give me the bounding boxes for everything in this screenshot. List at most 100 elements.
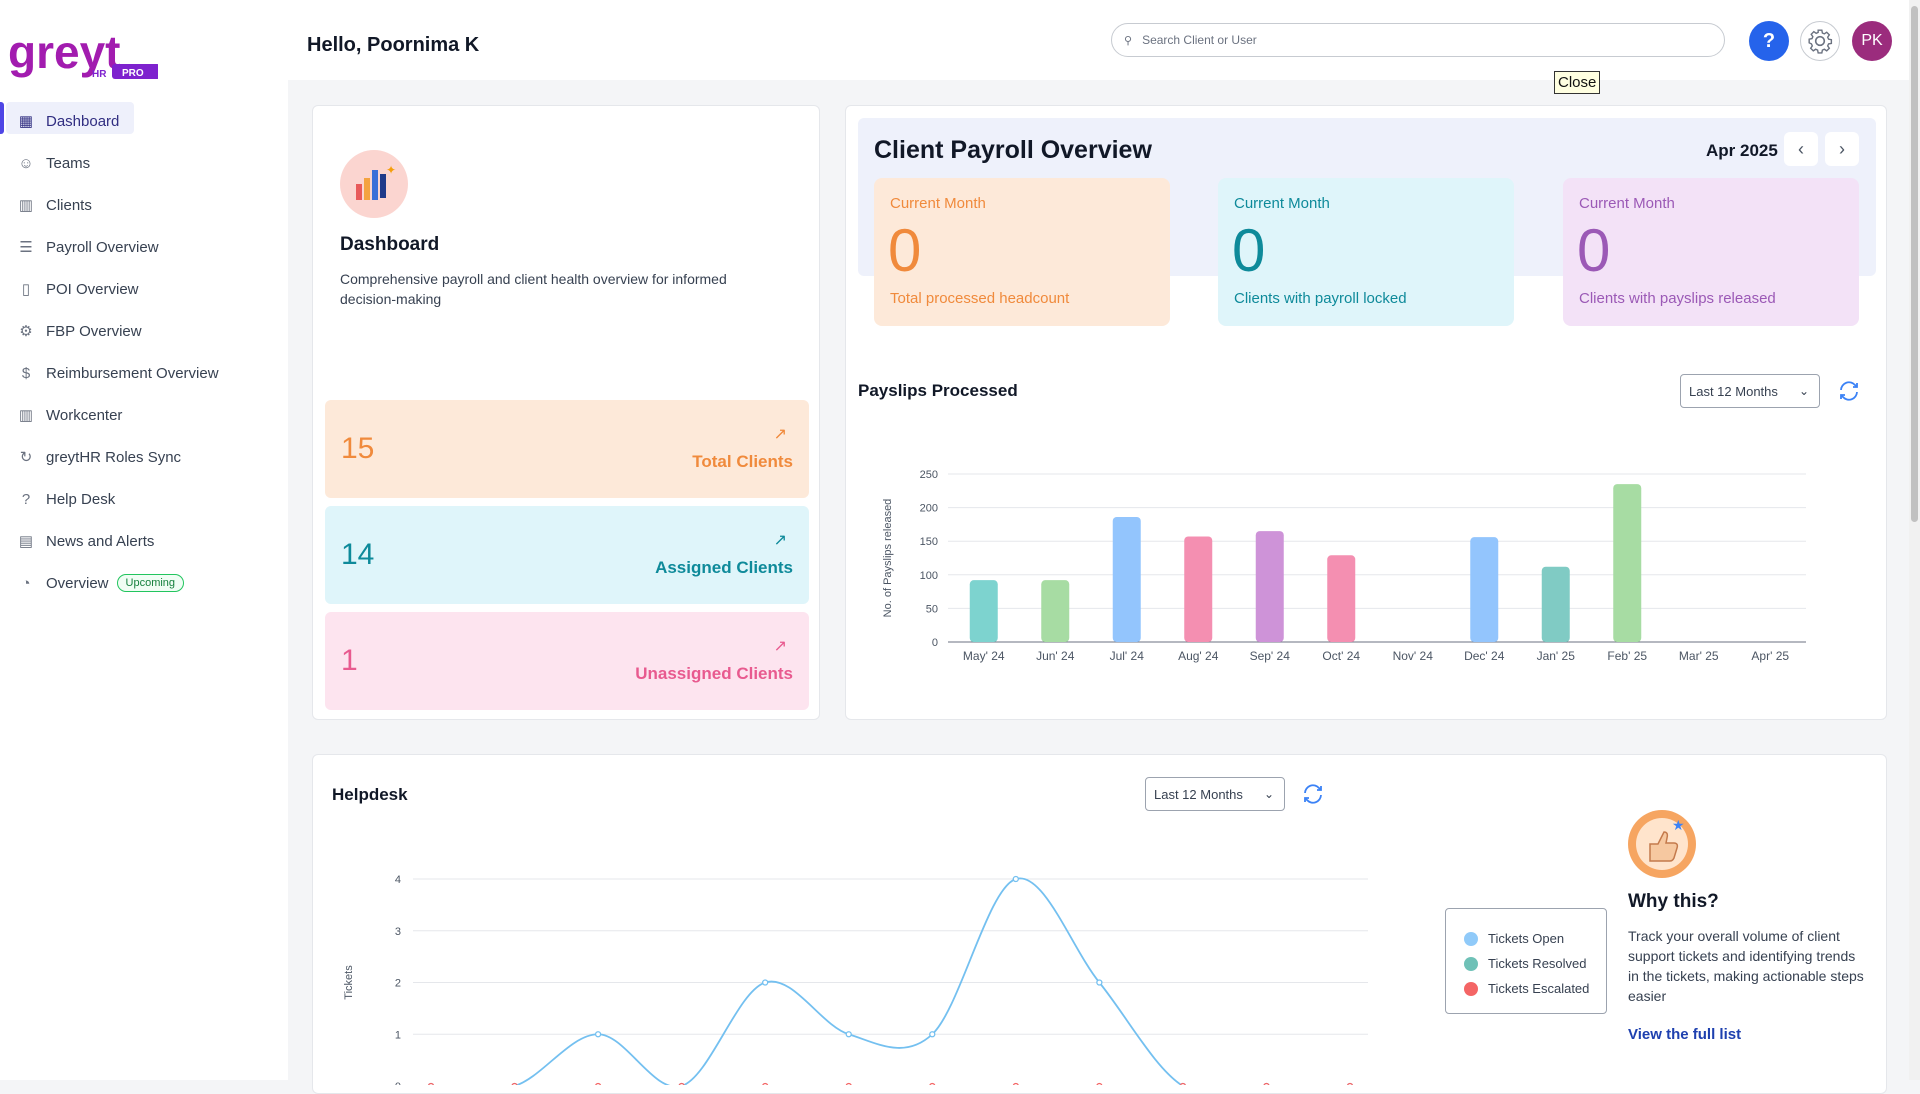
card-value: 0 — [1232, 217, 1266, 284]
y-tick-label: 2 — [395, 978, 401, 990]
close-tooltip: Close — [1554, 71, 1601, 94]
sidebar-item-news-and-alerts[interactable]: ▤ News and Alerts — [0, 520, 288, 562]
legend-item: Tickets Open — [1464, 926, 1606, 951]
bar — [1541, 566, 1570, 642]
unassigned-clients-card[interactable]: 1 ↗ Unassigned Clients — [325, 612, 809, 710]
help-button[interactable]: ? — [1749, 21, 1789, 61]
sidebar-item-help-desk[interactable]: ? Help Desk — [0, 478, 288, 520]
data-point — [845, 1082, 852, 1085]
why-title: Why this? — [1628, 891, 1719, 912]
card-label: Clients with payslips released — [1579, 290, 1776, 307]
gear-icon — [1808, 29, 1833, 54]
sidebar-item-label: Overview — [46, 574, 109, 592]
sidebar-item-label: News and Alerts — [46, 532, 155, 550]
data-point — [1096, 1082, 1103, 1085]
sidebar-item-label: Clients — [46, 196, 92, 214]
card-label: Total processed headcount — [890, 290, 1070, 307]
data-point — [1012, 875, 1019, 883]
total-clients-card[interactable]: 15 ↗ Total Clients — [325, 400, 809, 498]
sidebar-item-workcenter[interactable]: ▥ Workcenter — [0, 394, 288, 436]
helpdesk-legend: Tickets Open Tickets Resolved Tickets Es… — [1445, 908, 1607, 1014]
card-value: 0 — [888, 217, 922, 284]
data-point — [929, 1031, 936, 1038]
settings-button[interactable] — [1800, 21, 1840, 61]
payslips-title: Payslips Processed — [858, 381, 1018, 400]
helpdesk-line-chart: 0 1 2 3 4 Tickets — [343, 874, 1368, 1085]
view-full-list-link[interactable]: View the full list — [1628, 1026, 1742, 1043]
sidebar-item-fbp-overview[interactable]: ⚙ FBP Overview — [0, 310, 288, 352]
helpdesk-range-select[interactable]: Last 12 Months ⌄ — [1145, 777, 1285, 811]
prev-month-button[interactable]: ‹ — [1784, 132, 1818, 166]
page-scrollbar[interactable] — [1909, 0, 1920, 1080]
sidebar-item-label: greytHR Roles Sync — [46, 448, 182, 466]
sidebar-item-teams[interactable]: ☺ Teams — [0, 142, 288, 184]
x-tick-label: Feb' 25 — [1607, 649, 1647, 663]
y-tick-label: 200 — [920, 503, 938, 515]
bar — [1327, 555, 1356, 642]
x-tick-label: Jul' 24 — [1110, 649, 1145, 663]
x-tick-label: Mar' 25 — [1679, 649, 1719, 663]
top-bar: Hello, Poornima K ⚲ Search Client or Use… — [288, 0, 1920, 80]
payslips-refresh-button[interactable] — [1835, 377, 1863, 405]
data-point — [762, 1082, 769, 1085]
arrow-up-right-icon: ↗ — [773, 426, 787, 443]
bar — [1112, 517, 1141, 642]
legend-dot — [1464, 981, 1478, 996]
sidebar-item-clients[interactable]: ▥ Clients — [0, 184, 288, 226]
y-tick-label: 1 — [395, 1029, 401, 1041]
x-tick-label: Oct' 24 — [1322, 649, 1360, 663]
search-input[interactable]: ⚲ Search Client or User — [1111, 23, 1725, 57]
dashboard-description: Comprehensive payroll and client health … — [340, 271, 727, 307]
bar — [1470, 537, 1499, 642]
select-value: Last 12 Months — [1154, 786, 1243, 802]
data-point — [595, 1082, 602, 1085]
scrollbar-thumb[interactable] — [1911, 6, 1918, 522]
x-tick-label: Jan' 25 — [1537, 649, 1576, 663]
why-description: Track your overall volume of client supp… — [1628, 928, 1864, 1004]
assigned-clients-value: 14 — [341, 538, 375, 571]
svg-text:★: ★ — [1672, 818, 1685, 834]
y-tick-label: 150 — [920, 536, 938, 548]
bar — [1184, 536, 1213, 642]
greythr-logo[interactable]: greyt HR PRO — [8, 22, 158, 82]
legend-item: Tickets Escalated — [1464, 976, 1606, 1001]
legend-dot — [1464, 956, 1478, 971]
arrow-up-right-icon: ↗ — [773, 638, 787, 655]
sidebar-item-payroll-overview[interactable]: ☰ Payroll Overview — [0, 226, 288, 268]
sidebar-item-dashboard[interactable]: ▦ Dashboard — [0, 100, 288, 142]
chevron-down-icon: ⌄ — [1263, 787, 1274, 801]
data-point — [1012, 1082, 1019, 1085]
bar — [969, 580, 998, 642]
assigned-clients-label: Assigned Clients — [655, 558, 793, 577]
sidebar-item-label: Help Desk — [46, 490, 116, 508]
sidebar-item-poi-overview[interactable]: ▯ POI Overview — [0, 268, 288, 310]
sync-icon: ↻ — [19, 449, 33, 466]
dollar-icon: $ — [21, 364, 31, 382]
y-tick-label: 3 — [395, 926, 401, 938]
helpdesk-refresh-button[interactable] — [1299, 780, 1327, 808]
y-tick-label: 0 — [932, 637, 938, 649]
legend-label: Tickets Open — [1488, 931, 1565, 946]
next-month-button[interactable]: › — [1825, 132, 1859, 166]
refresh-icon — [1304, 784, 1322, 804]
y-tick-label: 250 — [920, 469, 938, 481]
sidebar-item-label: Reimbursement Overview — [46, 364, 219, 382]
thumbs-up-icon: ★ — [1628, 810, 1696, 878]
search-placeholder: Search Client or User — [1142, 33, 1257, 47]
bar — [1041, 580, 1070, 642]
month-label: Apr 2025 — [1706, 141, 1778, 160]
x-tick-label: Nov' 24 — [1393, 649, 1434, 663]
payslips-range-select[interactable]: Last 12 Months ⌄ — [1680, 374, 1820, 408]
helpdesk-title: Helpdesk — [332, 785, 408, 804]
sidebar-item-reimbursement-overview[interactable]: $ Reimbursement Overview — [0, 352, 288, 394]
payroll-locked-card: Current Month 0 Clients with payroll loc… — [1218, 178, 1514, 326]
avatar[interactable]: PK — [1852, 21, 1892, 61]
assigned-clients-card[interactable]: 14 ↗ Assigned Clients — [325, 506, 809, 604]
data-point — [1179, 1082, 1186, 1085]
sidebar-nav: ▦ Dashboard ☺ Teams ▥ Clients ☰ Payroll Overvie… — [0, 100, 288, 604]
sidebar-item-overview[interactable]: ◔ Overview Upcoming — [0, 562, 288, 604]
sidebar-item-greythr-roles-sync[interactable]: ↻ greytHR Roles Sync — [0, 436, 288, 478]
logo-hr: HR — [92, 69, 107, 80]
chevron-down-icon: ⌄ — [1798, 384, 1809, 398]
select-value: Last 12 Months — [1689, 383, 1778, 399]
